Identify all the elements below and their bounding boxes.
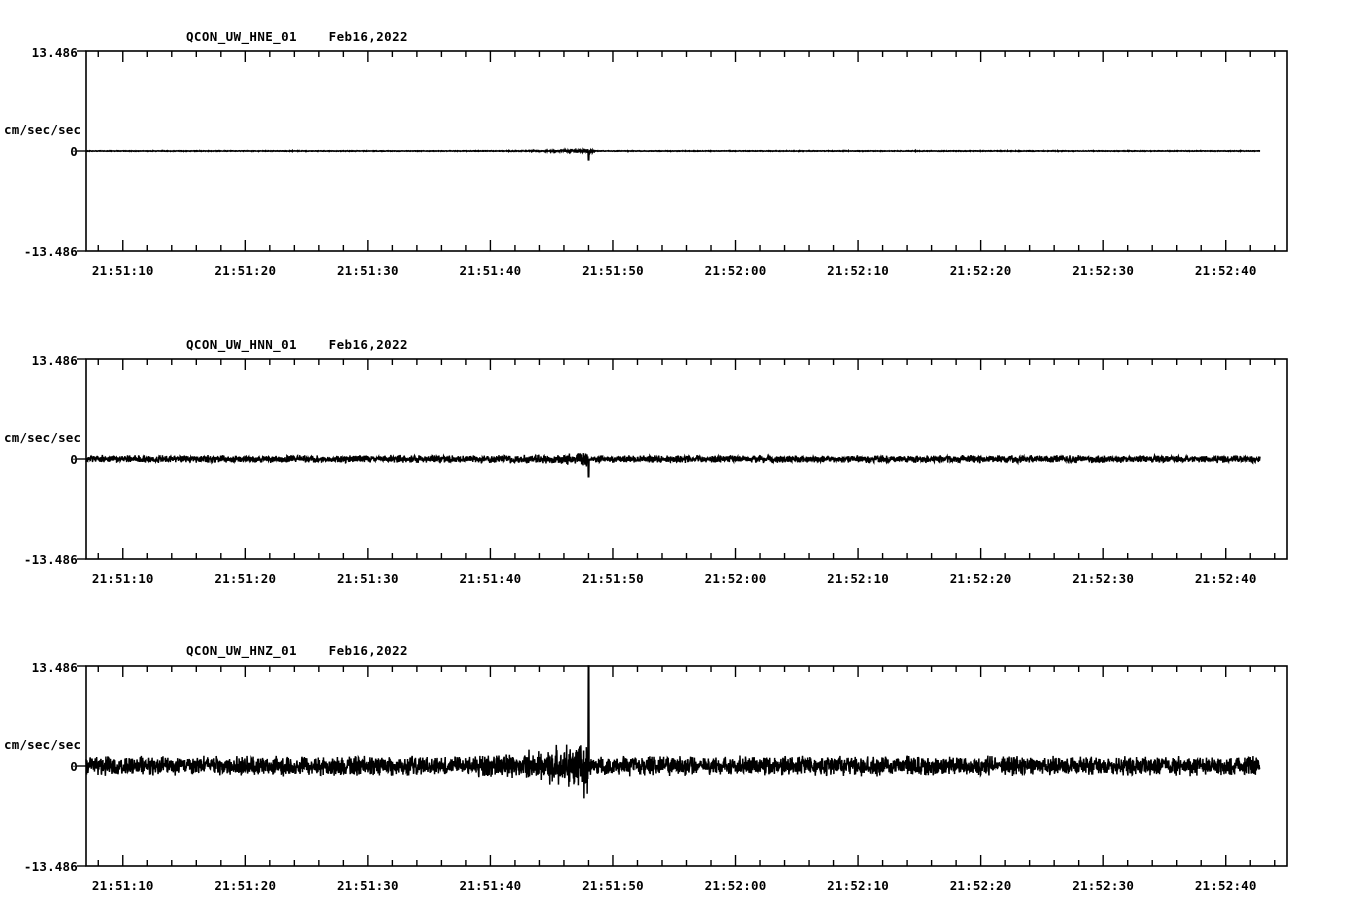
x-tick-label: 21:51:40 — [459, 878, 522, 893]
y-tick-min-hnn: -13.486 — [23, 552, 78, 567]
axis-ticks-hnz — [77, 665, 1276, 867]
x-tick-label: 21:51:30 — [336, 263, 399, 278]
y-tick-zero-hnn: 0 — [70, 452, 78, 467]
x-tick-label: 21:52:20 — [949, 878, 1012, 893]
y-axis-units-hnn: cm/sec/sec — [4, 430, 82, 445]
trace-plot-hne — [77, 50, 1288, 252]
x-tick-label: 21:51:30 — [336, 878, 399, 893]
x-tick-label: 21:51:10 — [91, 263, 154, 278]
x-tick-label: 21:52:10 — [827, 571, 889, 586]
x-tick-label: 21:52:00 — [704, 571, 767, 586]
x-tick-label: 21:51:50 — [582, 878, 644, 893]
trace-plot-hnz — [77, 665, 1288, 867]
x-tick-label: 21:52:20 — [949, 263, 1012, 278]
axis-ticks-hnn — [77, 358, 1276, 560]
y-tick-min-hnz: -13.486 — [23, 859, 78, 874]
x-tick-label: 21:51:40 — [459, 571, 522, 586]
y-tick-max-hnz: 13.486 — [31, 660, 78, 675]
y-tick-min-hne: -13.486 — [23, 244, 78, 259]
x-tick-label: 21:52:40 — [1194, 878, 1257, 893]
x-tick-label: 21:52:10 — [827, 263, 889, 278]
x-tick-label: 21:51:20 — [214, 571, 277, 586]
axis-ticks-hne — [77, 50, 1276, 252]
x-tick-label: 21:51:30 — [336, 571, 399, 586]
trace-panel-hne: QCON_UW_HNE_01 Feb16,2022 cm/sec/sec 13.… — [0, 0, 1358, 308]
x-tick-label: 21:52:30 — [1072, 571, 1135, 586]
x-tick-label: 21:52:10 — [827, 878, 889, 893]
x-tick-label: 21:52:30 — [1072, 263, 1135, 278]
x-tick-label: 21:52:40 — [1194, 263, 1257, 278]
trace-panel-hnz: QCON_UW_HNZ_01 Feb16,2022 cm/sec/sec 13.… — [0, 615, 1358, 924]
y-tick-max-hne: 13.486 — [31, 45, 78, 60]
y-axis-units-hne: cm/sec/sec — [4, 122, 82, 137]
x-tick-label: 21:51:20 — [214, 263, 277, 278]
x-tick-label: 21:51:20 — [214, 878, 277, 893]
y-tick-max-hnn: 13.486 — [31, 353, 78, 368]
x-tick-label: 21:51:50 — [582, 263, 644, 278]
x-tick-label: 21:52:00 — [704, 878, 767, 893]
waveform-hne — [85, 147, 1261, 161]
trace-panel-hnn: QCON_UW_HNN_01 Feb16,2022 cm/sec/sec 13.… — [0, 308, 1358, 615]
x-tick-label: 21:52:20 — [949, 571, 1012, 586]
y-axis-units-hnz: cm/sec/sec — [4, 737, 82, 752]
x-tick-label: 21:52:40 — [1194, 571, 1257, 586]
panel-title-hnz: QCON_UW_HNZ_01 Feb16,2022 — [186, 643, 408, 658]
x-tick-label: 21:51:10 — [91, 878, 154, 893]
trace-plot-hnn — [77, 358, 1288, 560]
x-tick-label: 21:51:40 — [459, 263, 522, 278]
x-tick-label: 21:52:00 — [704, 263, 767, 278]
y-tick-zero-hne: 0 — [70, 144, 78, 159]
x-tick-label: 21:51:10 — [91, 571, 154, 586]
x-tick-label: 21:52:30 — [1072, 878, 1135, 893]
panel-title-hnn: QCON_UW_HNN_01 Feb16,2022 — [186, 337, 408, 352]
y-tick-zero-hnz: 0 — [70, 759, 78, 774]
x-tick-label: 21:51:50 — [582, 571, 644, 586]
panel-title-hne: QCON_UW_HNE_01 Feb16,2022 — [186, 29, 408, 44]
waveform-hnn — [85, 452, 1261, 478]
waveform-hnz — [85, 665, 1261, 799]
